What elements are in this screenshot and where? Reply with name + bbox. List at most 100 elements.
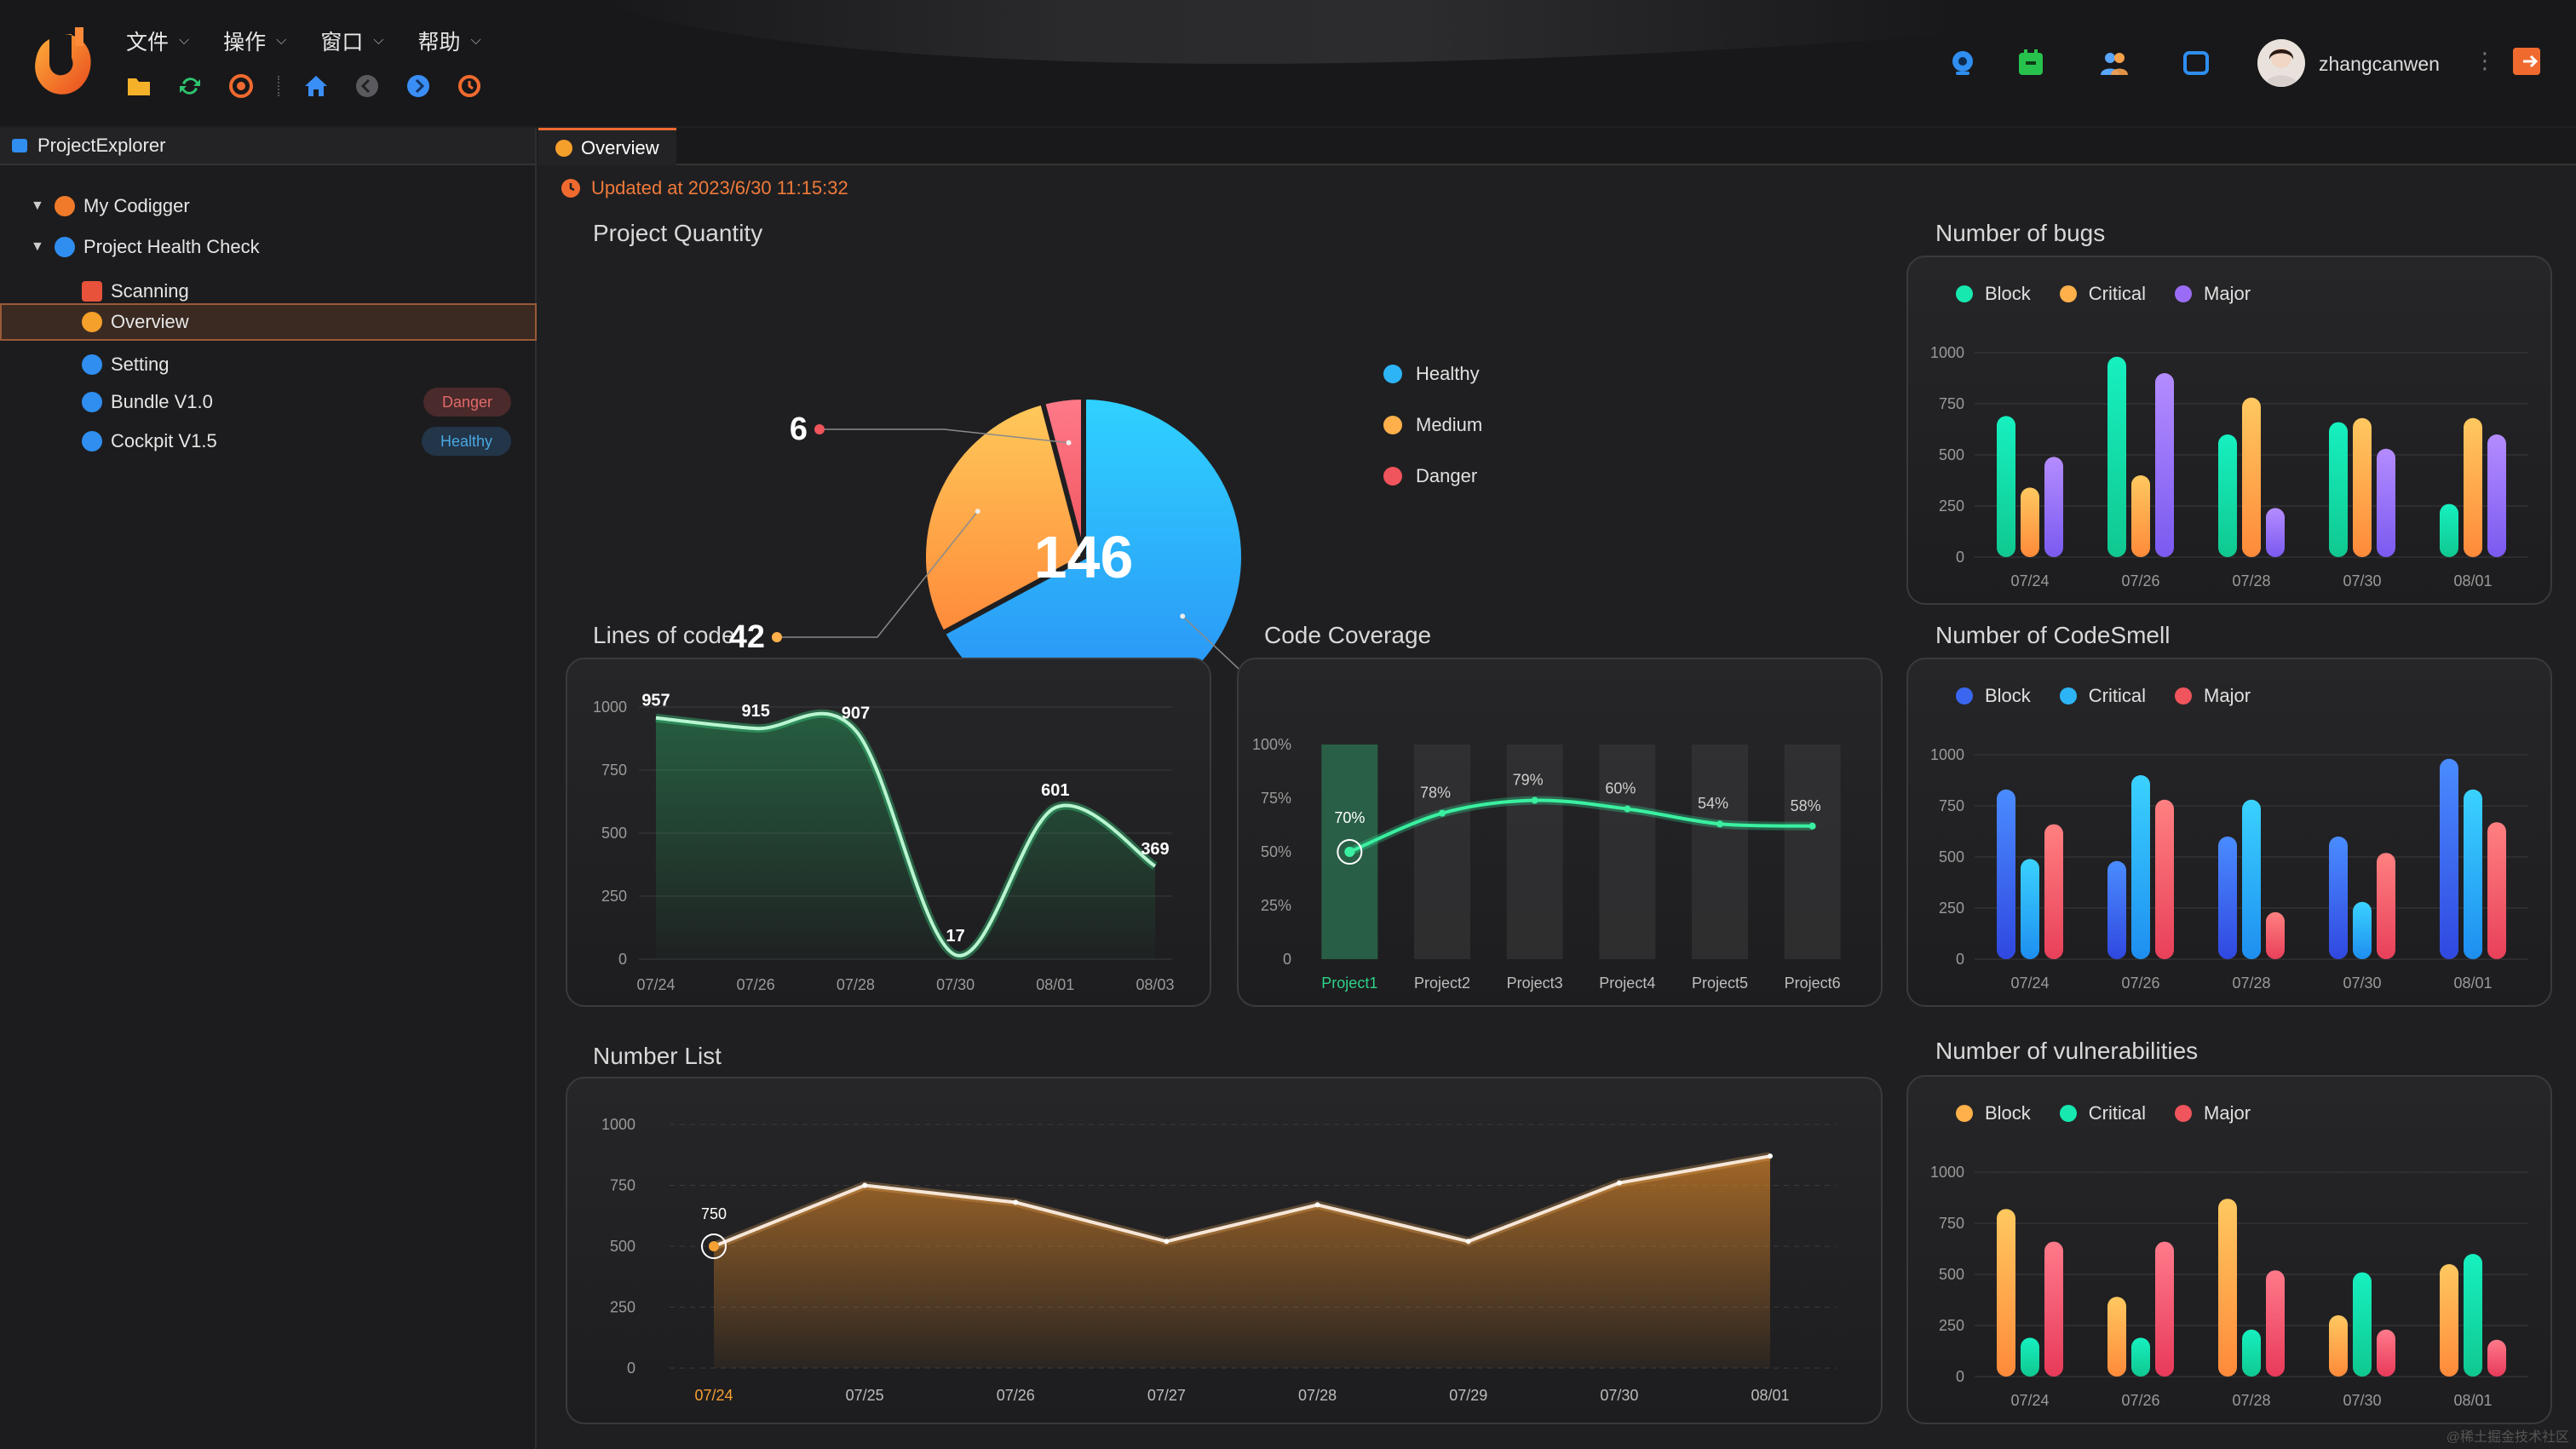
legend-item-major[interactable]: Major (2175, 283, 2251, 305)
x-tick-label: 07/24 (2010, 975, 2049, 992)
bar-block (2440, 503, 2458, 557)
bar-block (2329, 837, 2348, 959)
legend-item-block[interactable]: Block (1956, 283, 2031, 305)
legend-item-medium[interactable]: Medium (1383, 414, 1482, 436)
tree-item-setting[interactable]: Setting (0, 346, 537, 383)
coverage-column (1506, 745, 1563, 959)
project-explorer: ProjectExplorer ▼ My Codigger ▼ Project … (0, 128, 537, 1449)
x-tick-label: Project2 (1414, 975, 1470, 992)
menu-operate[interactable]: 操作 ⌵ (223, 31, 287, 55)
menu-window[interactable]: 窗口 ⌵ (320, 31, 384, 55)
legend-label: Major (2204, 1102, 2251, 1124)
toolbar-divider (278, 76, 279, 96)
vulnerabilities-bar-chart: 0 250 500 750 1000 07/24 07/26 07/28 07/30 08/01 (1930, 1164, 2528, 1409)
legend-item-major[interactable]: Major (2175, 1102, 2251, 1124)
y-tick-label: 0 (627, 1360, 635, 1377)
x-tick-label: Project6 (1785, 975, 1841, 992)
y-tick-label: 1000 (1930, 344, 1964, 361)
y-tick-label: 250 (1939, 1317, 1964, 1334)
legend-item-critical[interactable]: Critical (2059, 1102, 2146, 1124)
menu-help[interactable]: 帮助 ⌵ (417, 31, 481, 55)
refresh-button[interactable] (175, 72, 204, 101)
legend-item-healthy[interactable]: Healthy (1383, 363, 1482, 385)
coverage-point (1808, 822, 1816, 830)
legend-dot (2175, 285, 2193, 302)
history-button[interactable] (455, 72, 484, 101)
tree-item-scanning[interactable]: Scanning (0, 273, 537, 310)
bar-critical (2131, 775, 2150, 959)
y-tick-label: 0 (1956, 549, 1964, 566)
avatar[interactable] (2257, 39, 2305, 87)
pie-label-dot (772, 632, 782, 642)
x-tick-label: 07/30 (1600, 1387, 1638, 1404)
y-tick-label: 750 (610, 1177, 635, 1194)
bar-block (2440, 758, 2458, 959)
tree-item-cockpit-v1-5[interactable]: Cockpit V1.5 Healthy (0, 423, 537, 460)
coverage-column (1599, 745, 1656, 959)
forward-button[interactable] (404, 72, 433, 101)
section-title-quantity: Project Quantity (593, 220, 763, 246)
health-check-icon (55, 237, 75, 257)
y-tick-label: 500 (1939, 1266, 1964, 1283)
window-icon[interactable] (2181, 48, 2211, 78)
legend-dot (1383, 416, 1402, 434)
legend-item-block[interactable]: Block (1956, 1102, 2031, 1124)
data-label: 369 (1141, 840, 1169, 859)
loc-line (655, 711, 1157, 957)
tree-item-overview[interactable]: Overview (0, 303, 537, 341)
bar-critical (2131, 1337, 2150, 1377)
menu-file[interactable]: 文件 ⌵ (126, 31, 190, 55)
legend-item-critical[interactable]: Critical (2059, 283, 2146, 305)
smell-panel: Block Critical Major 0 250 500 750 1000 07/24… (1906, 658, 2552, 1007)
username[interactable]: zhangcanwen (2319, 53, 2440, 75)
data-label: 601 (1041, 781, 1069, 800)
logout-icon[interactable] (2513, 48, 2540, 75)
data-label: 957 (641, 692, 670, 710)
open-folder-button[interactable] (124, 72, 153, 101)
legend-dot (1383, 467, 1402, 486)
legend-label: Block (1985, 283, 2031, 304)
users-icon[interactable] (2099, 48, 2130, 78)
more-options-icon[interactable]: ⋮ (2474, 48, 2496, 73)
y-tick-label: 1000 (601, 1116, 635, 1133)
camera-icon[interactable] (1947, 48, 1978, 78)
tab-overview[interactable]: Overview (538, 128, 676, 165)
section-title-list: Number List (593, 1043, 722, 1069)
y-tick-label: 0 (618, 951, 627, 968)
legend-item-critical[interactable]: Critical (2059, 685, 2147, 707)
target-button[interactable] (227, 72, 256, 101)
tree-item-project-health-check[interactable]: ▼ Project Health Check (0, 228, 537, 266)
x-tick-label: 07/26 (2121, 1392, 2159, 1409)
legend-dot (2059, 687, 2077, 704)
calendar-icon[interactable] (2015, 48, 2046, 78)
chevron-down-icon: ⌵ (179, 33, 190, 48)
main-content: Overview Updated at 2023/6/30 11:15:32 P… (538, 128, 2576, 1449)
legend-item-major[interactable]: Major (2175, 685, 2251, 707)
x-tick-label: 07/28 (2232, 975, 2270, 992)
data-label: 78% (1420, 785, 1451, 802)
legend-label: Critical (2088, 685, 2147, 706)
section-title-smell: Number of CodeSmell (1935, 622, 2171, 648)
x-tick-label: Project1 (1321, 975, 1377, 992)
section-title-coverage: Code Coverage (1264, 622, 1432, 648)
chevron-down-icon: ⌵ (373, 33, 384, 48)
y-tick-label: 0 (1956, 951, 1964, 968)
tree-item-my-codigger[interactable]: ▼ My Codigger (0, 187, 537, 225)
home-button[interactable] (302, 72, 331, 101)
bar-major (2155, 373, 2174, 557)
legend-item-block[interactable]: Block (1956, 685, 2031, 707)
legend-item-danger[interactable]: Danger (1383, 465, 1482, 487)
back-button[interactable] (353, 72, 382, 101)
loc-panel: 0 250 500 750 1000 957 07/24 915 07/26 907 07/28 17… (566, 658, 1211, 1007)
x-tick-label: 07/28 (837, 976, 875, 993)
tree-item-bundle-v1-0[interactable]: Bundle V1.0 Danger (0, 383, 537, 421)
x-tick-label: 08/01 (2453, 975, 2492, 992)
data-label: 54% (1698, 795, 1728, 812)
caret-down-icon: ▼ (31, 239, 44, 254)
bar-major (2377, 1329, 2395, 1377)
tree-item-label: Setting (111, 354, 170, 375)
smell-legend: Block Critical Major (1956, 685, 2251, 707)
list-area (714, 1156, 1770, 1368)
y-tick-label: 25% (1261, 897, 1291, 914)
bar-major (2044, 1241, 2063, 1377)
